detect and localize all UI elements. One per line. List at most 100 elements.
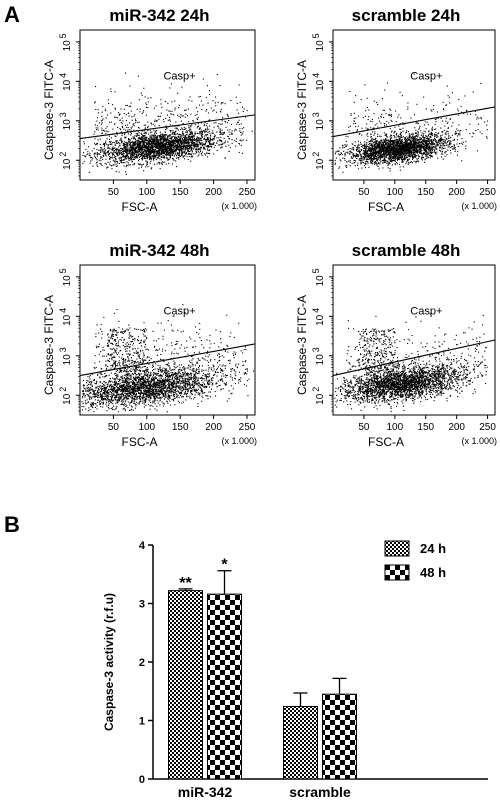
scatter-point [415,132,417,134]
scatter-point [155,138,157,140]
scatter-point [160,146,162,148]
scatter-point [140,152,142,154]
scatter-point [146,154,148,156]
scatter-point [219,140,221,142]
scatter-point [106,151,108,153]
scatter-point [159,131,161,133]
scatter-point [170,143,172,145]
scatter-point [428,149,430,151]
scatter-point [191,151,193,153]
scatter-point [167,141,169,143]
scatter-point [168,154,170,156]
scatter-point [432,149,434,151]
scatter-point [419,146,421,148]
scatter-point [197,145,199,147]
scatter-point [189,138,191,140]
scatter-point [187,154,189,156]
scatter-point [457,150,459,152]
scatter-point [98,153,100,155]
scatter-point [177,142,179,144]
scatter-point [379,142,381,144]
scatter-point [198,128,200,130]
scatter-point [171,141,173,143]
scatter-point [185,145,187,147]
scatter-point [192,153,194,155]
scatter-point [405,140,407,142]
scatter-point [344,144,346,146]
scatter-point [401,137,403,139]
scatter-point [133,156,135,158]
scatter-point [438,132,440,134]
scatter-point [398,150,400,152]
scatter-point [140,146,142,148]
scatter-point [184,149,186,151]
scatter-point [100,157,102,159]
scatter-point [441,134,443,136]
scatter-point [346,165,348,167]
scatter-point [427,156,429,158]
scatter-point [430,139,432,141]
scatter-point [117,152,119,154]
scatter-point [179,145,181,147]
scatter-point [163,118,165,120]
scatter-point [379,146,381,148]
scatter-point [341,154,343,156]
scatter-point [373,157,375,159]
scatter-point [103,147,105,149]
scatter-point [118,141,120,143]
scatter-point [136,135,138,137]
scatter-point [346,144,348,146]
scatter-point [147,139,149,141]
scatter-point [429,147,431,149]
scatter-point [412,143,414,145]
scatter-point [189,136,191,138]
scatter-point [201,145,203,147]
scatter-point [105,132,107,134]
scatter-point [210,145,212,147]
scatter-point [418,160,420,162]
scatter-point [165,153,167,155]
scatter-point [144,146,146,148]
scatter-point [125,114,127,116]
scatter-point [176,137,178,139]
scatter-point [465,141,467,143]
scatter-point [126,156,128,158]
scatter-point [139,144,141,146]
scatter-point [115,158,117,160]
scatter-point [174,132,176,134]
scatter-point [128,150,130,152]
scatter-point [169,140,171,142]
scatter-point [100,156,102,158]
scatter-point [175,121,177,123]
scatter-point [471,136,473,138]
scatter-point [208,150,210,152]
scatter-point [138,143,140,145]
scatter-point [206,138,208,140]
scatter-point [443,143,445,145]
scatter-point [453,147,455,149]
scatter-point [153,135,155,137]
scatter-point [111,156,113,158]
scatter-point [154,131,156,133]
scatter-point [230,100,232,102]
scatter-point [93,133,95,135]
scatter-point [100,150,102,152]
scatter-point [183,139,185,141]
scatter-point [144,140,146,142]
scatter-point [104,149,106,151]
scatter-point [130,102,132,104]
scatter-point [100,120,102,122]
scatter-point [172,163,174,165]
scatter-point [116,153,118,155]
scatter-point [198,148,200,150]
scatter-point [118,150,120,152]
scatter-point [486,136,488,138]
scatter-point [446,154,448,156]
scatter-point [180,146,182,148]
scatter-point [221,123,223,125]
scatter-point [386,140,388,142]
scatter-point [450,149,452,151]
scatter-point [189,96,191,98]
scatter-point [222,102,224,104]
scatter-point [174,127,176,129]
